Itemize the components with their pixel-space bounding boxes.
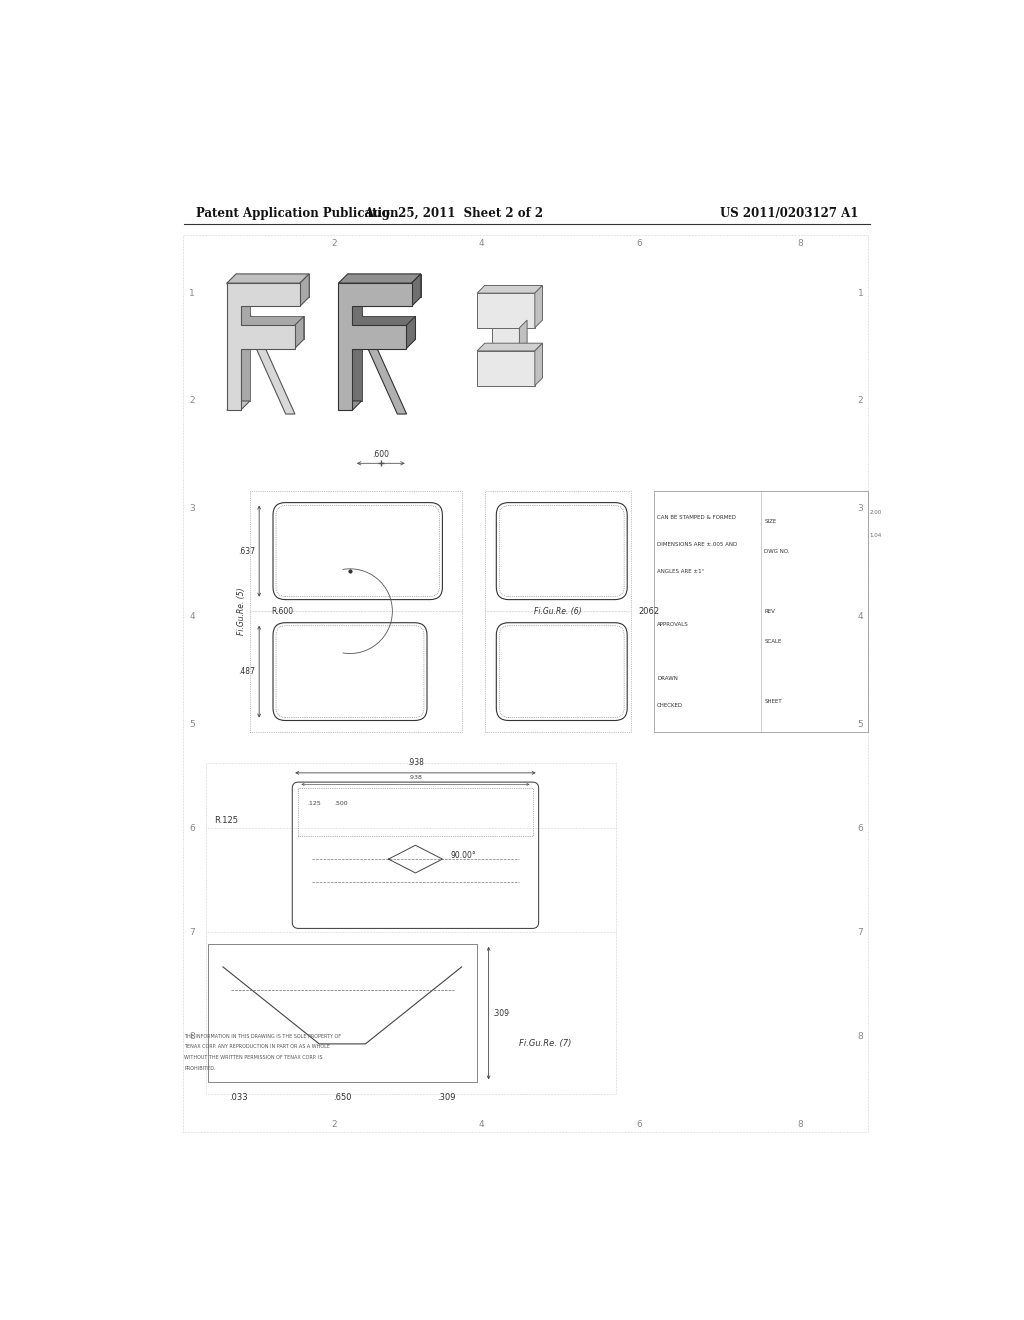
Text: 8: 8	[189, 1032, 195, 1040]
Bar	[206, 763, 615, 1094]
Text: 3: 3	[189, 504, 195, 513]
Polygon shape	[493, 327, 519, 351]
Polygon shape	[535, 285, 543, 327]
Bar	[298, 788, 532, 836]
Text: ANGLES ARE ±1°: ANGLES ARE ±1°	[657, 569, 705, 574]
Polygon shape	[339, 275, 421, 284]
Bar	[183, 235, 868, 1133]
Text: 4: 4	[189, 612, 195, 620]
Text: 7: 7	[189, 928, 195, 937]
Text: 4: 4	[478, 239, 483, 248]
Text: Fi.Gu.Re. (5): Fi.Gu.Re. (5)	[238, 587, 246, 635]
Text: US 2011/0203127 A1: US 2011/0203127 A1	[720, 207, 858, 220]
Polygon shape	[226, 284, 300, 411]
Text: 6: 6	[636, 239, 642, 248]
Polygon shape	[477, 351, 535, 385]
Text: R.600: R.600	[271, 607, 294, 615]
Text: TENAX CORP. ANY REPRODUCTION IN PART OR AS A WHOLE: TENAX CORP. ANY REPRODUCTION IN PART OR …	[184, 1044, 331, 1049]
Text: THE INFORMATION IN THIS DRAWING IS THE SOLE PROPERTY OF: THE INFORMATION IN THIS DRAWING IS THE S…	[184, 1034, 341, 1039]
Text: R.125: R.125	[214, 816, 238, 825]
Text: DRAWN: DRAWN	[657, 676, 678, 681]
Bar	[208, 944, 477, 1082]
Text: 6: 6	[858, 824, 863, 833]
Text: 5: 5	[858, 719, 863, 729]
Text: Patent Application Publication: Patent Application Publication	[196, 207, 398, 220]
Text: Fi.Gu.Re. (7): Fi.Gu.Re. (7)	[519, 1039, 571, 1048]
Polygon shape	[226, 284, 295, 414]
Text: 5: 5	[189, 719, 195, 729]
Text: CHECKED: CHECKED	[657, 702, 683, 708]
Text: 8: 8	[798, 1121, 804, 1129]
Text: .500: .500	[334, 801, 347, 807]
Text: 1: 1	[189, 289, 195, 297]
Text: 1.04: 1.04	[869, 533, 882, 539]
Text: 2: 2	[189, 396, 195, 405]
Text: .938: .938	[407, 758, 424, 767]
Text: REV: REV	[764, 609, 775, 614]
Polygon shape	[519, 321, 527, 351]
Text: 8: 8	[858, 1032, 863, 1040]
Polygon shape	[339, 284, 412, 411]
Text: .600: .600	[373, 450, 389, 459]
Text: .650: .650	[333, 1093, 351, 1102]
Text: SCALE: SCALE	[764, 639, 781, 644]
Text: 8: 8	[798, 239, 804, 248]
Text: .125: .125	[307, 801, 321, 807]
Polygon shape	[226, 401, 250, 411]
Text: 6: 6	[189, 824, 195, 833]
Text: .033: .033	[229, 1093, 248, 1102]
Text: 7: 7	[858, 928, 863, 937]
Polygon shape	[407, 317, 416, 348]
Text: CAN BE STAMPED & FORMED: CAN BE STAMPED & FORMED	[657, 515, 736, 520]
Polygon shape	[300, 275, 309, 306]
Polygon shape	[535, 343, 543, 385]
Text: .487: .487	[239, 667, 255, 676]
Text: APPROVALS: APPROVALS	[657, 623, 689, 627]
Polygon shape	[348, 275, 421, 401]
Text: PROHIBITED.: PROHIBITED.	[184, 1067, 216, 1071]
Text: DWG NO.: DWG NO.	[764, 549, 790, 554]
Polygon shape	[477, 343, 543, 351]
Bar	[654, 491, 868, 733]
Text: 1: 1	[858, 289, 863, 297]
Text: 2: 2	[858, 396, 863, 405]
Text: Aug. 25, 2011  Sheet 2 of 2: Aug. 25, 2011 Sheet 2 of 2	[365, 207, 544, 220]
Polygon shape	[226, 275, 309, 284]
Polygon shape	[237, 275, 309, 401]
Text: SHEET: SHEET	[764, 700, 782, 705]
Text: 2: 2	[332, 239, 338, 248]
Text: DIMENSIONS ARE ±.005 AND: DIMENSIONS ARE ±.005 AND	[657, 543, 737, 546]
Text: 90.00°: 90.00°	[451, 851, 476, 859]
Text: .637: .637	[239, 546, 255, 556]
Text: .938: .938	[409, 775, 422, 780]
Polygon shape	[339, 284, 407, 414]
Text: 3: 3	[858, 504, 863, 513]
Text: SIZE: SIZE	[764, 519, 776, 524]
Text: 2: 2	[332, 1121, 338, 1129]
Polygon shape	[412, 275, 421, 306]
Text: .309: .309	[493, 1008, 510, 1018]
Polygon shape	[339, 401, 361, 411]
Bar	[484, 491, 631, 733]
Text: 4: 4	[858, 612, 863, 620]
Polygon shape	[295, 317, 304, 348]
Text: 2062: 2062	[639, 607, 659, 615]
Text: 6: 6	[636, 1121, 642, 1129]
Polygon shape	[477, 293, 535, 327]
Text: .309: .309	[437, 1093, 456, 1102]
Polygon shape	[477, 285, 543, 293]
Bar	[250, 491, 462, 733]
Text: WITHOUT THE WRITTEN PERMISSION OF TENAX CORP. IS: WITHOUT THE WRITTEN PERMISSION OF TENAX …	[184, 1055, 323, 1060]
Text: Fi.Gu.Re. (6): Fi.Gu.Re. (6)	[535, 607, 582, 615]
Text: 2.00: 2.00	[869, 510, 882, 515]
Text: 4: 4	[478, 1121, 483, 1129]
